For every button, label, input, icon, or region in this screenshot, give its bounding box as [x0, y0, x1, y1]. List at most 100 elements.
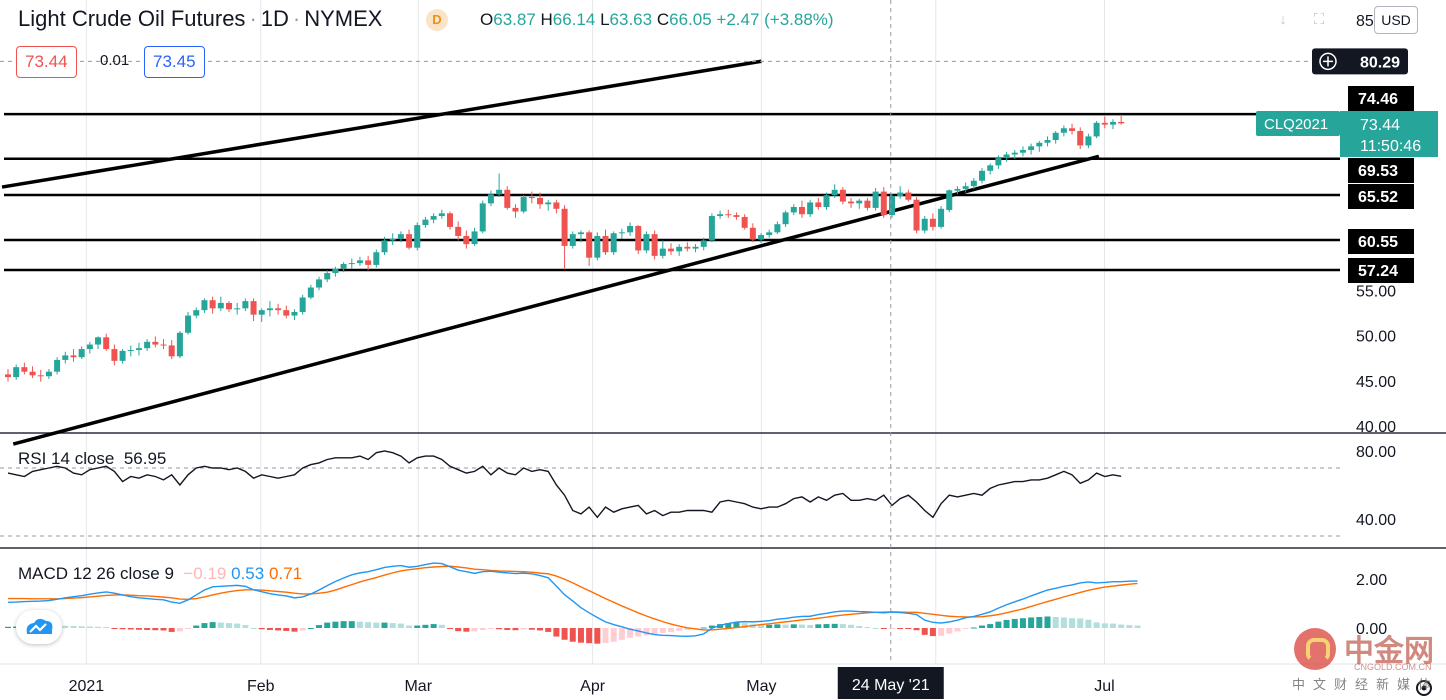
- macd-histogram-bar: [422, 624, 429, 628]
- fullscreen-icon[interactable]: ⛶: [1313, 11, 1325, 28]
- macd-histogram-bar: [758, 624, 765, 628]
- candle-body: [815, 202, 822, 207]
- macd-label: MACD 12 26 close 9: [18, 564, 174, 583]
- macd-histogram-bar: [1085, 619, 1092, 628]
- macd-histogram-bar: [880, 628, 887, 629]
- macd-histogram-bar: [651, 628, 658, 635]
- macd-histogram-bar: [848, 624, 855, 628]
- candle-body: [970, 180, 977, 187]
- title-separator: ·: [249, 6, 257, 31]
- candle-body: [463, 235, 470, 245]
- watermark-url: CNGOLD.COM.CN: [1354, 662, 1432, 672]
- candle-body: [62, 355, 69, 360]
- macd-histogram-bar: [135, 628, 142, 630]
- high-key: H: [540, 10, 553, 29]
- macd-histogram-bar: [741, 623, 748, 628]
- macd-histogram-bar: [897, 628, 904, 629]
- candle-body: [708, 216, 715, 241]
- symbol-title-bar[interactable]: Light Crude Oil Futures · 1D · NYMEX: [18, 6, 382, 32]
- candle-body: [471, 231, 478, 245]
- candle-body: [70, 355, 77, 358]
- time-tick-label: Mar: [404, 678, 432, 695]
- macd-legend[interactable]: MACD 12 26 close 9 −0.19 0.53 0.71: [18, 564, 302, 584]
- macd-histogram-bar: [921, 628, 928, 635]
- candle-body: [422, 219, 429, 226]
- macd-tick-label: 2.00: [1356, 572, 1387, 589]
- macd-histogram-bar: [872, 628, 879, 629]
- macd-histogram-bar: [176, 628, 183, 632]
- sell-button[interactable]: 73.44: [16, 46, 77, 78]
- macd-histogram-bar: [479, 628, 486, 630]
- macd-histogram-bar: [234, 623, 241, 628]
- macd-histogram-bar: [667, 628, 674, 632]
- symbol-title: Light Crude Oil Futures: [18, 6, 246, 31]
- candle-body: [528, 197, 535, 199]
- rsi-pane: [0, 450, 1340, 537]
- candle-body: [496, 189, 503, 195]
- candle-body: [1109, 121, 1116, 125]
- macd-histogram-bar: [103, 627, 110, 629]
- rsi-label: RSI 14 close: [18, 449, 115, 468]
- tradingview-logo[interactable]: [16, 610, 62, 644]
- candle-body: [258, 310, 265, 315]
- candle-body: [610, 233, 617, 253]
- rsi-legend[interactable]: RSI 14 close 56.95: [18, 449, 166, 469]
- candle-body: [275, 308, 282, 311]
- macd-histogram-bar: [995, 621, 1002, 628]
- macd-histogram-bar: [430, 624, 437, 628]
- candle-body: [185, 315, 192, 333]
- macd-hist-value: −0.19: [183, 564, 227, 583]
- candle-body: [839, 189, 846, 202]
- level-price-label: 60.55: [1358, 234, 1398, 251]
- delayed-data-badge[interactable]: D: [426, 9, 448, 31]
- time-tick-label: May: [746, 678, 776, 695]
- candle-body: [373, 252, 380, 265]
- candle-body: [561, 208, 568, 246]
- macd-histogram-bar: [725, 623, 732, 628]
- candle-body: [455, 226, 462, 236]
- candle-body: [684, 246, 691, 249]
- candle-body: [1028, 146, 1035, 150]
- candle-body: [1052, 132, 1059, 141]
- macd-histogram-bar: [561, 628, 568, 640]
- level-price-label-bg: [1348, 258, 1414, 283]
- candle-body: [291, 311, 298, 316]
- macd-histogram-bar: [659, 628, 666, 633]
- candle-body: [365, 260, 372, 265]
- macd-histogram-bar: [708, 625, 715, 628]
- candle-body: [54, 359, 61, 372]
- watermark: 中金网 CNGOLD.COM.CN 中文财经新媒体: [1290, 626, 1440, 696]
- macd-tick-label: 0.00: [1356, 621, 1387, 638]
- macd-histogram-bar: [790, 624, 797, 628]
- macd-histogram-bar: [938, 628, 945, 636]
- macd-histogram-bar: [438, 624, 445, 628]
- macd-histogram-bar: [676, 628, 683, 631]
- candle-body: [86, 344, 93, 350]
- candle-body: [594, 235, 601, 258]
- candle-body: [807, 202, 814, 215]
- macd-histogram-bar: [643, 628, 650, 636]
- macd-histogram-bar: [111, 628, 118, 629]
- candle-body: [381, 240, 388, 253]
- candle-body: [651, 234, 658, 256]
- currency-button[interactable]: USD: [1374, 6, 1418, 34]
- macd-histogram-bar: [586, 628, 593, 644]
- candle-body: [438, 213, 445, 217]
- macd-histogram-bar: [700, 627, 707, 629]
- macd-histogram-bar: [356, 621, 363, 628]
- candle-body: [987, 165, 994, 171]
- exchange-label: NYMEX: [304, 6, 383, 31]
- buy-button[interactable]: 73.45: [144, 46, 205, 78]
- level-price-label: 57.24: [1358, 263, 1398, 280]
- down-arrow-icon[interactable]: ↓: [1279, 11, 1287, 28]
- candle-body: [520, 197, 527, 212]
- candle-body: [103, 337, 110, 350]
- macd-histogram-bar: [831, 623, 838, 628]
- macd-histogram-bar: [520, 628, 527, 630]
- macd-histogram-bar: [455, 628, 462, 632]
- candle-body: [1093, 122, 1100, 137]
- time-tick-label: 2021: [69, 678, 105, 695]
- macd-histogram-bar: [496, 628, 503, 630]
